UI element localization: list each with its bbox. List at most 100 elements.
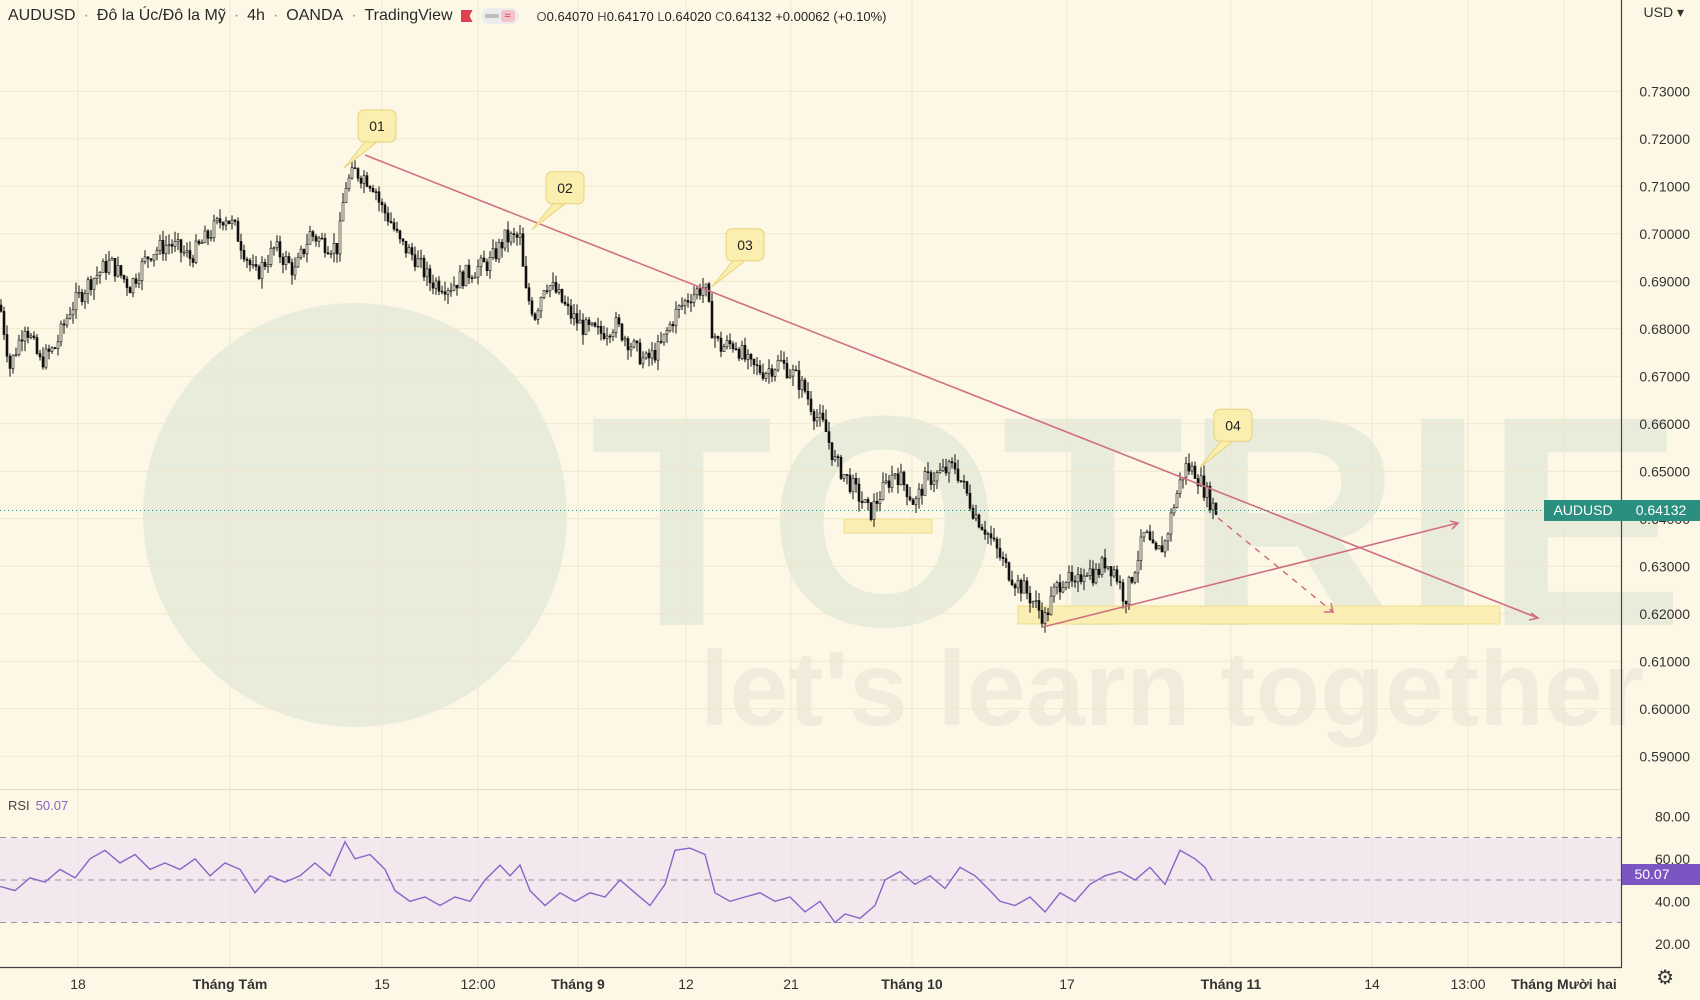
candle-body bbox=[575, 313, 579, 324]
price-tick: 0.72000 bbox=[1639, 131, 1690, 147]
candle-body bbox=[680, 305, 684, 307]
candle-body bbox=[290, 262, 294, 276]
candle-body bbox=[404, 240, 408, 254]
candle-body bbox=[374, 191, 378, 194]
candle-body bbox=[848, 474, 852, 493]
candle-body bbox=[902, 471, 906, 486]
candle-body bbox=[104, 261, 108, 273]
gear-icon[interactable]: ⚙ bbox=[1656, 967, 1674, 989]
rsi-legend[interactable]: RSI 50.07 bbox=[8, 798, 68, 813]
indicator-toggle[interactable]: ≈ bbox=[480, 8, 519, 24]
candle-body bbox=[1139, 536, 1143, 561]
candle-body bbox=[563, 301, 567, 305]
price-axis[interactable]: 0.73000 0.72000 0.71000 0.70000 0.69000 0.680… bbox=[1639, 83, 1690, 764]
candle-body bbox=[656, 341, 660, 361]
candle-body bbox=[617, 317, 621, 325]
candle-body bbox=[125, 278, 129, 288]
candle-body bbox=[341, 202, 345, 222]
candle-body bbox=[692, 294, 696, 303]
candle-body bbox=[983, 529, 987, 535]
candle-body bbox=[524, 266, 528, 288]
candle-body bbox=[215, 218, 219, 222]
candle-body bbox=[803, 379, 807, 392]
candle-body bbox=[998, 547, 1002, 558]
candle-body bbox=[308, 231, 312, 245]
candle-body bbox=[1007, 562, 1011, 581]
candle-body bbox=[92, 278, 96, 290]
candle-body bbox=[980, 526, 984, 531]
candle-body bbox=[446, 290, 450, 295]
candle-body bbox=[134, 278, 138, 284]
candle-body bbox=[1040, 610, 1044, 624]
candle-body bbox=[1082, 575, 1086, 582]
candle-body bbox=[5, 334, 9, 357]
candle-body bbox=[776, 360, 780, 371]
candle-body bbox=[206, 230, 210, 239]
candle-body bbox=[626, 338, 630, 351]
support-arrow-head bbox=[1449, 520, 1460, 530]
candle-body bbox=[74, 292, 78, 311]
candle-body bbox=[857, 483, 861, 502]
candle-body bbox=[1064, 582, 1068, 588]
candle-body bbox=[953, 462, 957, 470]
candle-body bbox=[1151, 539, 1155, 544]
candle-body bbox=[1121, 582, 1125, 602]
price-tick: 0.59000 bbox=[1639, 748, 1690, 764]
candle-body bbox=[566, 303, 570, 307]
candle-body bbox=[1067, 571, 1071, 583]
watermark-tagline: let's learn together bbox=[700, 630, 1644, 748]
candle-body bbox=[1073, 580, 1077, 583]
wave-labels[interactable]: 01 02 03 04 bbox=[343, 109, 1253, 468]
candle-body bbox=[671, 323, 675, 327]
candle-body bbox=[806, 390, 810, 400]
candle-body bbox=[590, 322, 594, 325]
candle-body bbox=[398, 230, 402, 240]
candle-body bbox=[86, 279, 90, 295]
candle-body bbox=[968, 493, 972, 509]
price-tick: 0.65000 bbox=[1639, 463, 1690, 479]
candle-body bbox=[1199, 475, 1203, 487]
candle-body bbox=[452, 284, 456, 291]
candle-body bbox=[707, 283, 711, 302]
candle-body bbox=[647, 352, 651, 359]
candle-body bbox=[518, 233, 522, 238]
symbol-description: Đô la Úc/Đô la Mỹ bbox=[96, 7, 226, 24]
symbol[interactable]: AUDUSD bbox=[8, 7, 76, 24]
candle-body bbox=[359, 177, 363, 184]
time-tick: Tháng 11 bbox=[1201, 976, 1262, 992]
candle-body bbox=[950, 461, 954, 464]
projection-arrow-head bbox=[1324, 602, 1334, 613]
candle-body bbox=[689, 301, 693, 304]
trendlines[interactable] bbox=[364, 154, 1540, 628]
watermark: TOTRIEU let's learn together bbox=[143, 303, 1700, 748]
candle-body bbox=[674, 308, 678, 327]
flag-icon[interactable] bbox=[460, 10, 473, 22]
candle-body bbox=[260, 261, 264, 279]
currency-dropdown[interactable]: USD ▾ bbox=[1643, 4, 1684, 20]
candle-body bbox=[251, 264, 255, 266]
support-trendline bbox=[1042, 522, 1459, 628]
candle-body bbox=[458, 271, 462, 289]
candle-body bbox=[113, 258, 117, 277]
price-tick: 0.68000 bbox=[1639, 321, 1690, 337]
candle-body bbox=[821, 412, 825, 421]
wave-label-box bbox=[357, 109, 397, 143]
chart-header[interactable]: AUDUSD · Đô la Úc/Đô la Mỹ · 4h · OANDA … bbox=[8, 7, 887, 24]
rsi-axis[interactable]: 80.00 60.00 40.00 20.00 bbox=[1655, 808, 1690, 952]
candle-body bbox=[1124, 600, 1128, 605]
candle-body bbox=[188, 250, 192, 259]
candle-body bbox=[929, 472, 933, 485]
candle-body bbox=[533, 313, 537, 320]
candle-body bbox=[185, 250, 189, 253]
candle-body bbox=[1004, 558, 1008, 563]
candle-body bbox=[140, 261, 144, 281]
candle-body bbox=[668, 323, 672, 332]
candle-body bbox=[926, 471, 930, 473]
candle-body bbox=[380, 201, 384, 206]
candle-body bbox=[827, 431, 831, 443]
time-tick: Tháng Mười hai bbox=[1511, 976, 1617, 992]
interval[interactable]: 4h bbox=[247, 7, 265, 24]
time-axis[interactable]: 18 Tháng Tám 15 12:00 Tháng 9 12 21 Tháng 10 17 T… bbox=[70, 976, 1617, 992]
wave-label-box bbox=[725, 228, 765, 262]
